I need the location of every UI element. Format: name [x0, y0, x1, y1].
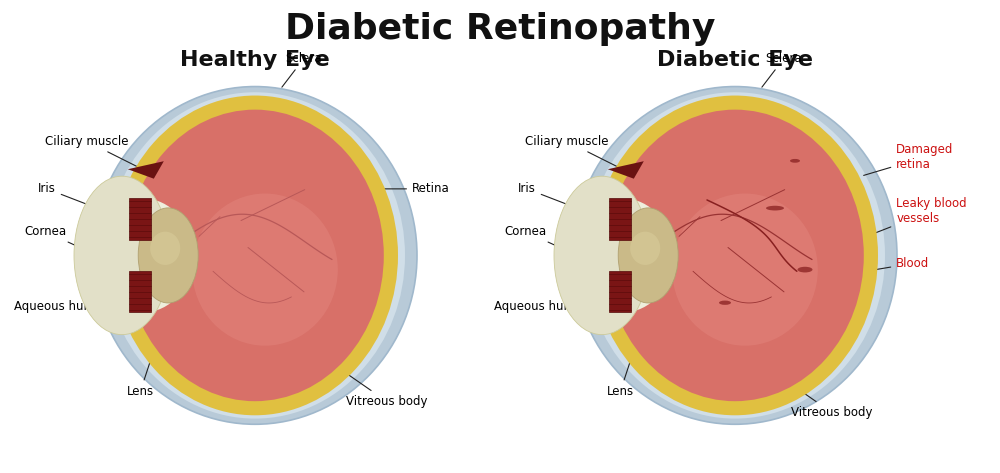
Text: Cornea: Cornea: [24, 225, 112, 262]
Text: Ciliary muscle: Ciliary muscle: [45, 135, 148, 172]
Polygon shape: [128, 161, 164, 179]
Ellipse shape: [719, 301, 731, 305]
FancyBboxPatch shape: [129, 271, 151, 313]
Ellipse shape: [112, 96, 398, 415]
Text: Leaky blood
vessels: Leaky blood vessels: [861, 197, 967, 238]
Text: Lens: Lens: [127, 314, 166, 398]
Text: Iris: Iris: [518, 183, 615, 223]
Ellipse shape: [93, 198, 193, 313]
Text: Cornea: Cornea: [504, 225, 592, 262]
Text: Sclera: Sclera: [282, 52, 322, 87]
Ellipse shape: [790, 159, 800, 163]
Text: Retina: Retina: [381, 183, 450, 195]
Text: Aqueous humor: Aqueous humor: [494, 291, 613, 313]
Text: Lens: Lens: [607, 314, 646, 398]
Ellipse shape: [150, 232, 180, 265]
Text: Healthy Eye: Healthy Eye: [180, 50, 330, 70]
Text: Aqueous humor: Aqueous humor: [14, 291, 133, 313]
Ellipse shape: [74, 176, 170, 335]
Ellipse shape: [766, 206, 784, 210]
Text: Sclera: Sclera: [762, 52, 802, 87]
Text: Blood: Blood: [850, 257, 929, 274]
Ellipse shape: [105, 92, 405, 419]
FancyBboxPatch shape: [609, 198, 631, 239]
Polygon shape: [608, 161, 644, 179]
Ellipse shape: [138, 208, 198, 303]
Text: Diabetic Retinopathy: Diabetic Retinopathy: [285, 12, 715, 46]
Ellipse shape: [573, 87, 897, 424]
Ellipse shape: [554, 176, 650, 335]
FancyBboxPatch shape: [609, 271, 631, 313]
Ellipse shape: [126, 110, 384, 401]
Ellipse shape: [606, 110, 864, 401]
Ellipse shape: [93, 87, 417, 424]
Text: Iris: Iris: [38, 183, 135, 223]
Ellipse shape: [797, 267, 812, 272]
Ellipse shape: [585, 92, 885, 419]
Text: Diabetic Eye: Diabetic Eye: [657, 50, 813, 70]
Text: Vitreous body: Vitreous body: [320, 355, 428, 408]
Ellipse shape: [592, 96, 878, 415]
Ellipse shape: [573, 198, 673, 313]
Text: Ciliary muscle: Ciliary muscle: [525, 135, 628, 172]
Text: Damaged
retina: Damaged retina: [864, 143, 954, 175]
FancyBboxPatch shape: [129, 198, 151, 239]
Text: Vitreous body: Vitreous body: [772, 371, 872, 419]
Ellipse shape: [672, 193, 818, 346]
Ellipse shape: [630, 232, 660, 265]
Ellipse shape: [192, 193, 338, 346]
Ellipse shape: [618, 208, 678, 303]
